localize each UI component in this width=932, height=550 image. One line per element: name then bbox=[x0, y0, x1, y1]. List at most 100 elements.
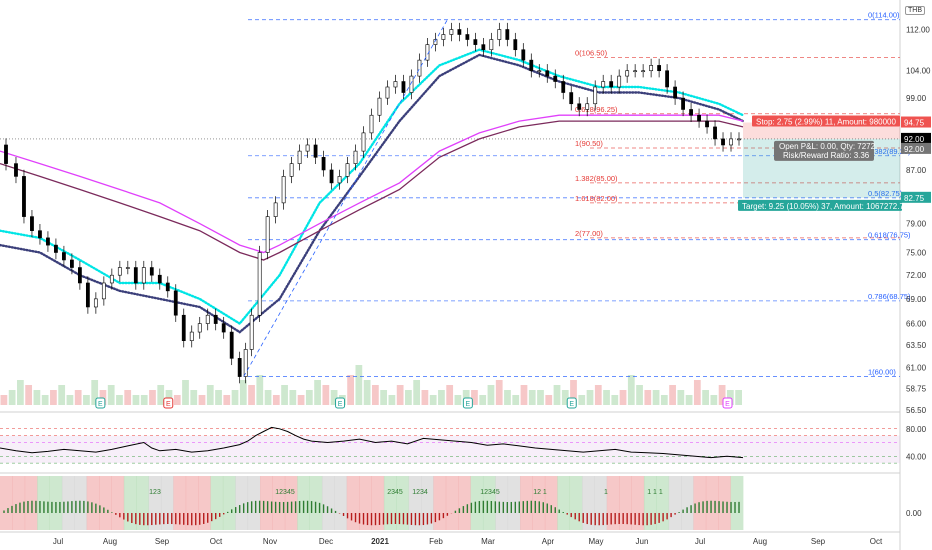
candle-body bbox=[649, 65, 654, 72]
macd-regime bbox=[371, 476, 385, 530]
candle-body bbox=[189, 331, 194, 341]
volume-bar bbox=[173, 395, 181, 405]
candle-body bbox=[513, 39, 518, 51]
volume-bar bbox=[99, 390, 107, 405]
x-tick-label: Aug bbox=[753, 537, 767, 546]
volume-bar bbox=[248, 385, 255, 405]
volume-bar bbox=[660, 395, 668, 405]
trendline[interactable] bbox=[243, 19, 448, 377]
candle-body bbox=[545, 70, 550, 77]
volume-bar bbox=[289, 390, 297, 405]
price-candles bbox=[4, 22, 741, 384]
candle-body bbox=[353, 150, 358, 164]
x-tick-label: Oct bbox=[210, 537, 223, 546]
candle-body bbox=[481, 44, 486, 51]
candle-body bbox=[729, 138, 733, 146]
macd-regime bbox=[86, 476, 100, 530]
volume-bar bbox=[693, 380, 701, 405]
volume-bar bbox=[305, 390, 313, 405]
candle-body bbox=[457, 29, 462, 35]
volume-bar bbox=[231, 390, 239, 405]
volume-bar bbox=[677, 390, 685, 405]
candle-body bbox=[665, 70, 670, 88]
candle-body bbox=[197, 323, 202, 333]
candle-body bbox=[617, 75, 622, 88]
volume-bar bbox=[256, 375, 264, 405]
candle-body bbox=[585, 103, 590, 110]
candle-body bbox=[117, 267, 122, 276]
candle-body bbox=[93, 298, 98, 308]
macd-regime bbox=[321, 476, 335, 530]
candle-body bbox=[77, 267, 82, 284]
earnings-badge bbox=[722, 397, 733, 409]
candle-body bbox=[321, 157, 326, 171]
time-axis[interactable]: Jul Aug Sep Oct Nov Dec 2021 Feb Mar Apr May Jun Jul… bbox=[53, 537, 883, 546]
candle-body bbox=[537, 70, 542, 73]
macd-regime bbox=[619, 476, 632, 530]
volume-bar bbox=[8, 390, 16, 405]
volume-bar bbox=[124, 390, 132, 405]
candle-body bbox=[157, 274, 162, 284]
macd-regime bbox=[272, 476, 286, 530]
candle-body bbox=[361, 132, 366, 152]
candle-body bbox=[273, 202, 278, 217]
candle-body bbox=[449, 29, 454, 35]
volume-bar bbox=[429, 395, 437, 405]
macd-regime bbox=[520, 476, 533, 530]
candle-body bbox=[38, 230, 42, 239]
candle-body bbox=[401, 81, 406, 93]
macd-regime bbox=[445, 476, 459, 530]
fib-label: 0(106.50) bbox=[575, 49, 608, 58]
volume-bar bbox=[132, 395, 140, 405]
y-tick-label: 58.75 bbox=[906, 384, 927, 393]
y-tick-label: 66.00 bbox=[906, 320, 927, 329]
macd-regime bbox=[656, 476, 670, 530]
candle-body bbox=[641, 70, 646, 73]
macd-regime bbox=[99, 476, 112, 530]
volume-bar bbox=[726, 390, 734, 405]
candle-body bbox=[713, 126, 717, 140]
position-tool[interactable]: Stop: 2.75 (2.99%) 11, Amount: 980000 Tar… bbox=[0, 115, 904, 211]
candle-body bbox=[681, 97, 685, 110]
candle-body bbox=[257, 252, 262, 316]
candle-body bbox=[221, 323, 226, 333]
volume-bar bbox=[74, 390, 82, 405]
sequence-label: 12 1 bbox=[533, 489, 547, 496]
volume-bar bbox=[264, 390, 272, 405]
candle-body bbox=[297, 150, 302, 164]
fib-label: 1(60.00) bbox=[868, 368, 896, 377]
candle-body bbox=[62, 252, 66, 261]
sequence-label: 2345 bbox=[387, 489, 403, 496]
volume-bar bbox=[322, 385, 330, 405]
volume-bar bbox=[528, 390, 536, 405]
macd-regime bbox=[693, 476, 707, 530]
candle-body bbox=[313, 144, 318, 158]
volume-bar bbox=[718, 385, 726, 405]
macd-regime bbox=[705, 476, 719, 530]
candle-body bbox=[377, 97, 382, 116]
y-tick-label: 104.00 bbox=[906, 67, 931, 76]
x-tick-label: Aug bbox=[103, 537, 117, 546]
x-tick-label: Jul bbox=[695, 537, 705, 546]
volume-bar bbox=[636, 385, 643, 405]
macd-regime bbox=[582, 476, 595, 530]
pl-box bbox=[774, 140, 874, 161]
candle-body bbox=[489, 39, 494, 51]
x-tick-label: Dec bbox=[319, 537, 333, 546]
candle-body bbox=[697, 114, 701, 122]
y-tick-label: 63.50 bbox=[906, 341, 927, 350]
candle-body bbox=[417, 59, 422, 77]
sequence-label: 12345 bbox=[275, 489, 295, 496]
volume-bar bbox=[347, 375, 354, 405]
x-tick-label: May bbox=[588, 537, 603, 546]
candle-body bbox=[101, 282, 106, 300]
volume-bar bbox=[652, 390, 660, 405]
volume-bar bbox=[594, 385, 602, 405]
candle-body bbox=[265, 216, 270, 253]
earnings-letter: E bbox=[166, 401, 171, 408]
sequence-label: 1234 bbox=[412, 489, 428, 496]
price-axis[interactable]: 56.50 58.75 61.00 63.50 66.00 69.00 72.00 75.00… bbox=[906, 26, 931, 415]
target-label-box bbox=[738, 199, 902, 211]
